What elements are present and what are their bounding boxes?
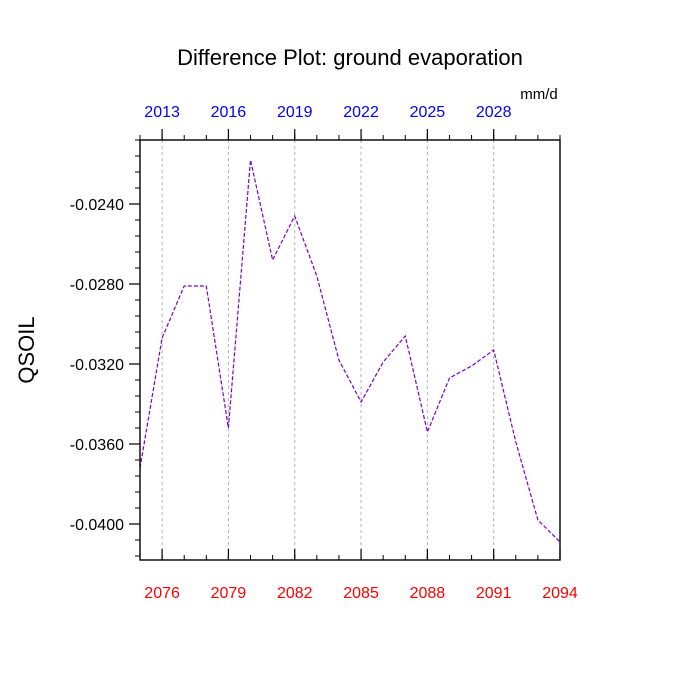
x-tick-label: 2076	[144, 585, 180, 602]
top-tick-label: 2013	[144, 104, 180, 121]
top-tick-label: 2028	[476, 104, 512, 121]
x-tick-label: 2079	[211, 585, 247, 602]
plot-frame	[139, 139, 561, 561]
top-tick-label: 2022	[343, 104, 379, 121]
grid-layer	[161, 140, 495, 560]
series-line	[139, 159, 561, 543]
x-tick-label: 2082	[277, 585, 313, 602]
top-tick-label: 2019	[277, 104, 313, 121]
y-axis-label: QSOIL	[14, 316, 39, 383]
x-tick-label: 2085	[343, 585, 379, 602]
chart-title: Difference Plot: ground evaporation	[177, 45, 523, 70]
top-tick-label: 2025	[410, 104, 446, 121]
top-tick-label: 2016	[211, 104, 247, 121]
units-label: mm/d	[520, 86, 558, 103]
x-tick-label: 2088	[410, 585, 446, 602]
y-tick-label: -0.0320	[70, 357, 124, 374]
x-tick-label: 2091	[476, 585, 512, 602]
y-tick-label: -0.0400	[70, 517, 124, 534]
y-tick-label: -0.0360	[70, 437, 124, 454]
axis-layer: 2076 2079 2082 2085 2088 2091 2094 2013 2016 2019…	[70, 104, 578, 602]
x-tick-label: 2094	[542, 585, 578, 602]
y-tick-label: -0.0240	[70, 197, 124, 214]
y-tick-label: -0.0280	[70, 277, 124, 294]
series-layer	[139, 159, 561, 543]
